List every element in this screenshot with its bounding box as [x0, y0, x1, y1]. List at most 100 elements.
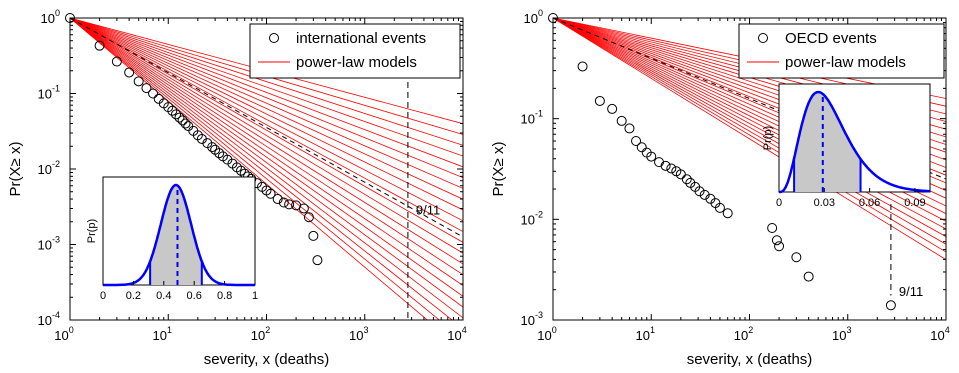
- inset-x-tick-label: 0.6: [187, 290, 202, 302]
- inset-y-label: Pr(p): [86, 219, 98, 243]
- inset-x-tick-label: 0.09: [904, 197, 925, 209]
- power-law-model-line: [70, 18, 463, 168]
- x-tick-label: 103: [349, 325, 368, 343]
- data-point: [714, 202, 725, 213]
- y-tick-base: 10: [524, 11, 538, 26]
- data-point: [278, 197, 289, 208]
- x-tick-exponent: 1: [650, 325, 655, 335]
- inset-x-tick-label: 0.2: [126, 290, 141, 302]
- y-tick-label: 10-2: [521, 209, 543, 227]
- x-tick-exponent: 3: [363, 325, 368, 335]
- data-point: [767, 223, 778, 234]
- y-tick-exponent: -1: [52, 84, 60, 94]
- data-point: [885, 300, 896, 311]
- x-tick-label: 100: [54, 325, 73, 343]
- x-axis-label: severity, x (deaths): [687, 351, 813, 368]
- inset-density-curve: [103, 183, 255, 287]
- y-tick-base: 10: [521, 313, 535, 328]
- power-law-model-line: [553, 18, 946, 237]
- y-tick-exponent: -2: [52, 159, 60, 169]
- power-law-model-line: [70, 18, 463, 276]
- x-tick-exponent: 0: [552, 325, 557, 335]
- data-point: [284, 199, 295, 210]
- power-law-model-line: [70, 18, 463, 178]
- left-chart-panel: 100 101 102 103 10410010-110-210-310-4severi…: [7, 8, 467, 368]
- annotation-label: 9/11: [416, 202, 440, 217]
- data-point: [94, 40, 105, 51]
- inset-x-tick-label: 0.06: [859, 197, 880, 209]
- y-tick-exponent: -3: [535, 310, 543, 320]
- legend-marker-circle: [269, 33, 279, 43]
- data-point: [577, 61, 588, 72]
- y-axis-label: Pr(X≥ x): [7, 142, 24, 197]
- data-point: [265, 188, 276, 199]
- power-law-model-line: [553, 18, 946, 260]
- data-point: [141, 83, 152, 94]
- data-point: [171, 109, 182, 120]
- x-tick-base: 10: [153, 328, 167, 343]
- x-tick-base: 10: [349, 328, 363, 343]
- y-tick-label: 100: [41, 8, 60, 26]
- inset-density-curve: [779, 90, 931, 194]
- power-law-model-line: [70, 18, 463, 200]
- data-point: [303, 212, 314, 223]
- x-tick-base: 10: [54, 328, 68, 343]
- data-point: [631, 135, 642, 146]
- data-point: [654, 157, 665, 168]
- inset-x-tick-label: 0.4: [156, 290, 171, 302]
- power-law-model-line: [70, 18, 463, 243]
- y-tick-base: 10: [38, 238, 52, 253]
- power-law-model-line: [70, 18, 440, 320]
- data-point: [646, 151, 657, 162]
- y-tick-label: 10-3: [521, 310, 543, 328]
- legend-marker-circle: [758, 33, 768, 43]
- y-tick-label: 10-1: [38, 84, 60, 102]
- data-point: [616, 115, 627, 126]
- y-tick-base: 10: [521, 212, 535, 227]
- legend-box: [249, 23, 461, 79]
- y-tick-exponent: -4: [52, 310, 60, 320]
- x-tick-label: 101: [153, 325, 172, 343]
- x-axis-label: severity, x (deaths): [204, 351, 330, 368]
- inset-x-tick-label: 0: [100, 290, 106, 302]
- power-law-model-line: [70, 18, 463, 189]
- data-point: [222, 154, 233, 165]
- x-tick-base: 10: [832, 328, 846, 343]
- x-tick-exponent: 0: [69, 325, 74, 335]
- data-point: [148, 88, 159, 99]
- power-law-model-line: [70, 18, 463, 232]
- power-law-model-line: [70, 18, 463, 222]
- data-point: [133, 76, 144, 87]
- data-point: [272, 194, 283, 205]
- data-point: [774, 241, 785, 252]
- x-tick-base: 10: [537, 328, 551, 343]
- y-tick-base: 10: [38, 313, 52, 328]
- power-law-model-line: [70, 18, 463, 308]
- x-tick-exponent: 3: [846, 325, 851, 335]
- legend-entry: international events: [296, 30, 426, 47]
- data-point: [624, 123, 635, 134]
- power-law-model-line: [70, 18, 463, 319]
- x-tick-exponent: 2: [748, 325, 753, 335]
- data-point: [312, 255, 323, 266]
- data-point: [548, 13, 558, 23]
- x-tick-label: 101: [636, 325, 655, 343]
- data-point: [722, 208, 733, 219]
- y-tick-base: 10: [38, 162, 52, 177]
- data-point: [771, 235, 782, 246]
- data-point: [111, 56, 122, 67]
- inset-x-tick-label: 0: [776, 197, 782, 209]
- data-point: [235, 165, 246, 176]
- y-tick-label: 10-3: [38, 235, 60, 253]
- data-point: [660, 160, 671, 171]
- x-tick-base: 10: [636, 328, 650, 343]
- x-tick-label: 102: [251, 325, 270, 343]
- x-tick-label: 104: [930, 325, 949, 343]
- inset-x-tick-label: 0.8: [217, 290, 232, 302]
- y-axis-label: Pr(X≥ x): [490, 142, 507, 197]
- data-point: [607, 103, 618, 114]
- y-tick-label: 10-2: [38, 159, 60, 177]
- x-tick-label: 100: [537, 325, 556, 343]
- legend-box: [738, 23, 945, 79]
- data-point: [298, 203, 309, 214]
